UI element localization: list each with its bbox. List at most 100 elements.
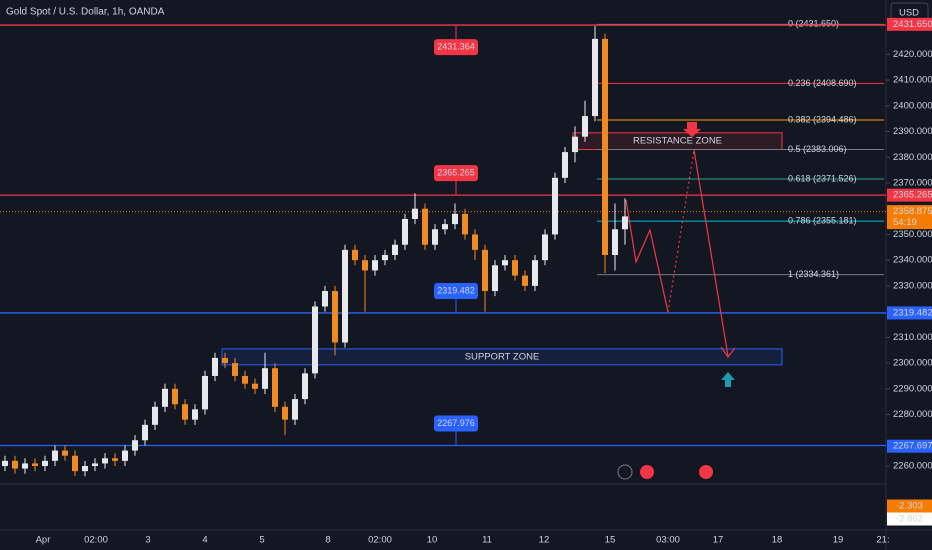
projection-dotted bbox=[667, 149, 695, 313]
y-tick-label: 2290.000 bbox=[893, 383, 932, 394]
x-tick-label: 15 bbox=[605, 535, 616, 546]
x-tick-label: 4 bbox=[202, 535, 207, 546]
y-tick-label: 2310.000 bbox=[893, 332, 932, 343]
countdown: 54:19 bbox=[893, 217, 917, 228]
x-tick-label: 03:00 bbox=[656, 535, 680, 546]
candle-body bbox=[32, 463, 38, 466]
level-badge bbox=[434, 165, 478, 182]
x-tick-label: 02:00 bbox=[84, 535, 108, 546]
event-icon[interactable] bbox=[640, 465, 654, 479]
projection-line bbox=[625, 199, 669, 313]
candle-body bbox=[232, 363, 238, 376]
candle-body bbox=[202, 375, 208, 410]
fib-label: 0 (2431.650) bbox=[788, 19, 839, 29]
candle-body bbox=[72, 455, 78, 472]
candle-body bbox=[172, 388, 178, 405]
fib-label: 0.618 (2371.526) bbox=[788, 173, 857, 183]
level-badge bbox=[434, 39, 478, 56]
candle-body bbox=[282, 406, 288, 420]
axis-price-badge bbox=[887, 439, 932, 453]
candle-body bbox=[212, 357, 218, 376]
candle-body bbox=[92, 463, 98, 466]
candle-body bbox=[222, 357, 228, 364]
candle-body bbox=[372, 260, 378, 271]
x-tick-label: Apr bbox=[36, 535, 51, 546]
fib-label: 0.382 (2394.486) bbox=[788, 114, 857, 124]
event-icon[interactable] bbox=[617, 464, 633, 480]
candle-body bbox=[262, 368, 268, 389]
level-badge bbox=[434, 415, 478, 432]
projection-path bbox=[625, 149, 736, 359]
y-tick-label: 2390.000 bbox=[893, 126, 932, 137]
y-tick-label: 2370.000 bbox=[893, 177, 932, 188]
indicator-label: -2.303 bbox=[896, 501, 923, 512]
indicator-badge bbox=[887, 499, 932, 513]
y-tick-label: 2420.000 bbox=[893, 49, 932, 60]
candle-body bbox=[432, 229, 438, 245]
candle-body bbox=[582, 116, 588, 137]
candle-body bbox=[422, 208, 428, 245]
candle-body bbox=[522, 275, 528, 286]
candle-body bbox=[22, 463, 28, 469]
currency[interactable]: USD bbox=[899, 8, 919, 19]
candle-body bbox=[142, 424, 148, 441]
x-tick-label: 8 bbox=[325, 535, 330, 546]
candle-body bbox=[292, 399, 298, 420]
candle-body bbox=[272, 368, 278, 407]
axis-price-badge bbox=[887, 205, 932, 230]
level-label: 2319.482 bbox=[437, 285, 475, 295]
x-tick-label: 02:00 bbox=[368, 535, 392, 546]
candle-body bbox=[112, 458, 118, 461]
fib-label: 0.5 (2383.006) bbox=[788, 144, 847, 154]
x-tick-label: 11 bbox=[482, 535, 492, 546]
candle-body bbox=[502, 260, 508, 266]
candle-body bbox=[322, 291, 328, 307]
x-tick-label: 17 bbox=[713, 535, 724, 546]
x-tick-label: 19 bbox=[833, 535, 844, 546]
candle-body bbox=[132, 440, 138, 451]
candle-body bbox=[182, 404, 188, 420]
x-tick-label: 10 bbox=[427, 535, 438, 546]
candle-body bbox=[352, 249, 358, 261]
zone bbox=[221, 348, 783, 366]
event-icon[interactable] bbox=[699, 465, 713, 479]
candle-body bbox=[42, 460, 48, 466]
y-tick-label: 2340.000 bbox=[893, 255, 932, 266]
y-tick-label: 2300.000 bbox=[893, 358, 932, 369]
candle-body bbox=[82, 465, 88, 472]
candle-body bbox=[302, 373, 308, 400]
level-label: 2267.976 bbox=[437, 418, 475, 428]
axis-price-badge bbox=[887, 306, 932, 320]
y-tick-label: 2380.000 bbox=[893, 152, 932, 163]
candle-body bbox=[562, 152, 568, 178]
axis-price-badge bbox=[887, 17, 932, 31]
candle-body bbox=[192, 409, 198, 420]
candle-body bbox=[532, 260, 538, 286]
x-tick-label: 18 bbox=[772, 535, 783, 546]
candle-body bbox=[462, 213, 468, 235]
level-badge bbox=[434, 282, 478, 299]
candle-body bbox=[612, 229, 618, 256]
axis-price-label: 2431.650 bbox=[893, 19, 932, 30]
candle-body bbox=[482, 249, 488, 292]
y-tick-label: 2400.000 bbox=[893, 100, 932, 111]
candle-body bbox=[392, 244, 398, 256]
candle-body bbox=[312, 306, 318, 374]
candle-body bbox=[442, 224, 448, 230]
zone-label: RESISTANCE ZONE bbox=[633, 136, 722, 147]
candle-body bbox=[592, 38, 598, 117]
candle-body bbox=[622, 216, 628, 230]
fib-label: 0.236 (2408.690) bbox=[788, 78, 857, 88]
projection-drop bbox=[693, 149, 729, 357]
level-label: 2431.364 bbox=[437, 41, 475, 51]
candle-body bbox=[62, 450, 68, 456]
y-tick-label: 2280.000 bbox=[893, 409, 932, 420]
x-tick-label: 12 bbox=[539, 535, 550, 546]
candle-body bbox=[512, 260, 518, 276]
indicator-label: -2.862 bbox=[896, 514, 923, 525]
candle-body bbox=[52, 450, 58, 461]
y-tick-label: 2410.000 bbox=[893, 75, 932, 86]
candle-body bbox=[552, 177, 558, 235]
fib-label: 1 (2334.361) bbox=[788, 269, 839, 279]
